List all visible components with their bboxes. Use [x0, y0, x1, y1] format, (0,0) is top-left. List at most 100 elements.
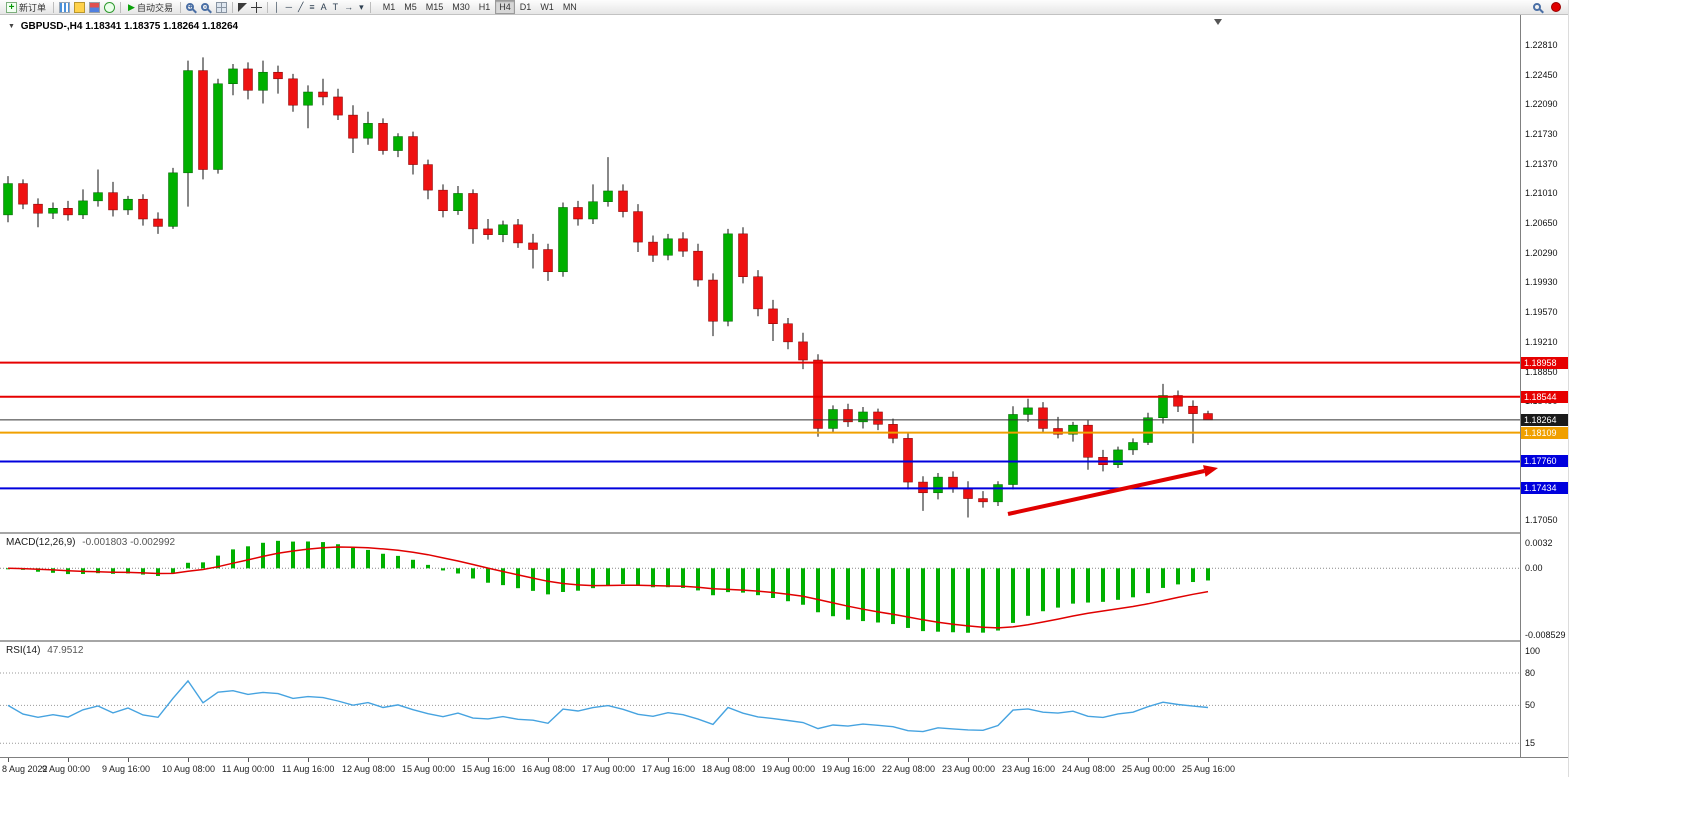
- rsi-axis-label: 50: [1525, 700, 1536, 711]
- time-axis-tick: [68, 758, 69, 762]
- timeframe-button-m5[interactable]: M5: [404, 2, 417, 12]
- trendline-icon[interactable]: ╱: [297, 1, 304, 12]
- text-tool-icon[interactable]: A: [320, 1, 327, 12]
- symbol-marker-icon: ▼: [8, 23, 15, 30]
- macd-histogram-bar: [231, 549, 235, 569]
- price-axis-label: 1.20290: [1525, 247, 1558, 258]
- bear-candle: [198, 70, 208, 170]
- new-chart-icon[interactable]: [59, 1, 71, 13]
- zoom-in-icon[interactable]: [185, 2, 194, 11]
- panel-separator[interactable]: [0, 640, 1568, 642]
- chart-shift-marker[interactable]: [1214, 19, 1222, 25]
- arrow-tool-icon[interactable]: →: [344, 1, 354, 12]
- timeframe-button-m30[interactable]: M30: [452, 2, 470, 12]
- macd-histogram-bar: [726, 568, 730, 593]
- rsi-label-line: RSI(14) 47.9512: [6, 645, 83, 656]
- bear-candle: [18, 183, 28, 205]
- notification-icon[interactable]: [1551, 2, 1561, 12]
- macd-histogram-bar: [351, 547, 355, 569]
- rsi-panel[interactable]: RSI(14) 47.9512: [0, 642, 1520, 757]
- macd-histogram-bar: [216, 555, 220, 569]
- macd-histogram-bar: [441, 568, 445, 571]
- time-axis-label: 11 Aug 00:00: [222, 764, 275, 774]
- time-axis-tick: [548, 758, 549, 762]
- timeframe-button-mn[interactable]: MN: [562, 2, 577, 12]
- horizontal-line-icon[interactable]: ─: [285, 1, 292, 12]
- bear-candle: [153, 218, 163, 227]
- cursor-icon[interactable]: [237, 2, 247, 12]
- time-axis-label: 25 Aug 00:00: [1122, 764, 1176, 774]
- search-icon[interactable]: [1533, 3, 1541, 11]
- macd-histogram-bar: [276, 540, 280, 569]
- macd-histogram-bar: [981, 568, 985, 633]
- zoom-out-icon[interactable]: [200, 2, 209, 11]
- price-chart-canvas[interactable]: [0, 15, 1520, 532]
- timeframe-button-h4[interactable]: H4: [495, 0, 515, 14]
- timeframe-button-m15[interactable]: M15: [425, 2, 444, 12]
- time-axis-label: 10 Aug 08:00: [162, 764, 216, 774]
- price-chart-panel[interactable]: ▼ GBPUSD-,H4 1.18341 1.18375 1.18264 1.1…: [0, 15, 1520, 532]
- vertical-line-icon[interactable]: │: [273, 1, 280, 12]
- time-axis[interactable]: 8 Aug 2022 9 Aug 00:00 9 Aug 16:00 10 Aug 0…: [0, 757, 1568, 778]
- crosshair-icon[interactable]: [250, 1, 262, 13]
- bear-candle: [1203, 413, 1213, 421]
- price-tag: 1.18958: [1521, 356, 1568, 369]
- timeframe-button-w1[interactable]: W1: [540, 2, 554, 12]
- macd-histogram-bar: [576, 568, 580, 591]
- macd-histogram-bar: [1116, 568, 1120, 600]
- time-axis-label: 8 Aug 2022: [2, 764, 48, 774]
- toolbar-separator: [53, 1, 55, 13]
- new-order-button[interactable]: 新订单: [3, 1, 49, 14]
- time-axis-tick: [8, 758, 9, 762]
- new-order-icon: [6, 1, 17, 13]
- macd-histogram-bar: [336, 544, 340, 569]
- bull-candle: [258, 71, 268, 91]
- macd-values: -0.001803 -0.002992: [82, 537, 176, 548]
- price-axis-label: 1.19930: [1525, 277, 1558, 288]
- autotrading-button[interactable]: ▶ 自动交易: [125, 1, 176, 14]
- tile-windows-icon[interactable]: [215, 1, 227, 13]
- refresh-icon[interactable]: [104, 1, 116, 13]
- trend-arrow-head[interactable]: [1203, 465, 1218, 477]
- bull-candle: [168, 172, 178, 227]
- market-watch-icon[interactable]: [89, 1, 101, 13]
- bear-candle: [1038, 407, 1048, 429]
- fibonacci-icon[interactable]: ≡: [309, 1, 315, 12]
- macd-histogram-bar: [846, 568, 850, 620]
- macd-axis-label: 0.0032: [1525, 538, 1553, 549]
- time-axis-label: 17 Aug 16:00: [642, 764, 696, 774]
- macd-histogram-bar: [1146, 568, 1150, 594]
- price-axis[interactable]: 1.22810 1.22450 1.22090 1.21730 1.21370 1.210…: [1520, 15, 1569, 757]
- macd-panel[interactable]: MACD(12,26,9) -0.001803 -0.002992: [0, 534, 1520, 640]
- bear-candle: [633, 211, 643, 243]
- panel-separator[interactable]: [0, 532, 1568, 534]
- timeframe-button-d1[interactable]: D1: [519, 2, 532, 12]
- toolbar-separator: [266, 1, 268, 13]
- time-axis-label: 15 Aug 00:00: [402, 764, 456, 774]
- profiles-icon[interactable]: [74, 1, 86, 13]
- macd-histogram-bar: [876, 568, 880, 623]
- bull-candle: [723, 233, 733, 322]
- ohlc-values: 1.18341 1.18375 1.18264 1.18264: [85, 21, 239, 32]
- timeframe-button-m1[interactable]: M1: [382, 2, 396, 12]
- time-axis-tick: [248, 758, 249, 762]
- text-label-tool-icon[interactable]: T: [332, 1, 339, 12]
- bear-candle: [903, 438, 913, 483]
- price-tag: 1.18264: [1521, 413, 1568, 426]
- macd-histogram-bar: [861, 568, 865, 622]
- toolbar-separator: [369, 1, 371, 13]
- macd-histogram-bar: [531, 568, 535, 591]
- time-axis-tick: [968, 758, 969, 762]
- timeframe-button-h1[interactable]: H1: [478, 2, 491, 12]
- rsi-axis-label: 80: [1525, 668, 1536, 678]
- trend-arrow-line[interactable]: [1007, 469, 1205, 516]
- time-axis-tick: [1028, 758, 1029, 762]
- macd-histogram-bar: [666, 568, 670, 588]
- bear-candle: [528, 242, 538, 250]
- chevron-down-icon[interactable]: ▾: [359, 1, 364, 12]
- macd-histogram-bar: [681, 568, 685, 588]
- macd-canvas[interactable]: [0, 534, 1520, 640]
- rsi-line: [7, 679, 1209, 733]
- macd-histogram-bar: [366, 549, 370, 569]
- rsi-canvas[interactable]: [0, 642, 1520, 757]
